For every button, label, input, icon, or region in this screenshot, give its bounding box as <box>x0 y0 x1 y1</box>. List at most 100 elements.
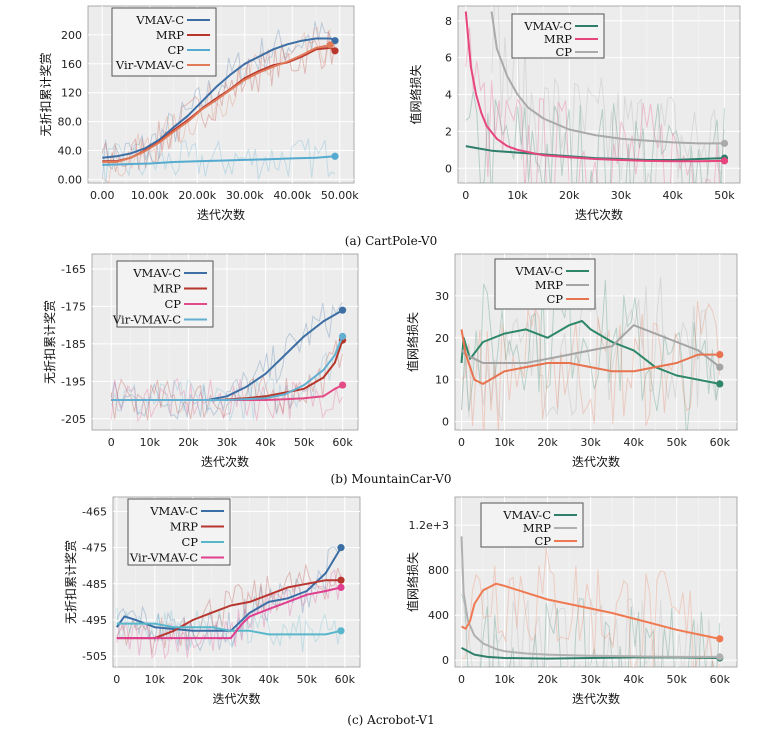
series-endpoint-vmav-c <box>716 380 724 388</box>
x-tick-label: 10k <box>494 436 515 449</box>
caption-b: (b) MountainCar-V0 <box>331 472 452 486</box>
x-tick-label: 10k <box>140 436 161 449</box>
x-tick-label: 40.00k <box>273 189 311 202</box>
noise-trace <box>110 378 344 423</box>
plot-layer <box>460 536 724 667</box>
series-line-mrp <box>464 11 725 163</box>
y-tick-label: -175 <box>61 300 86 313</box>
y-tick-label: 10 <box>435 374 449 387</box>
series-endpoint-vmav-c <box>338 306 347 314</box>
x-tick-label: 50k <box>714 189 735 202</box>
x-tick-label: 40k <box>623 673 644 686</box>
legend-label-vir-vmav-c: Vir-VMAV-C <box>112 313 181 327</box>
legend-label-vmav-c: VMAV-C <box>502 508 551 522</box>
series-line-vmav-c <box>460 320 720 385</box>
noise-trace <box>101 138 336 183</box>
chart-panel-4: 0 10k 20k 30k 40k 50k 60k -465 -475 -485 -495 -505 迭… <box>63 496 361 706</box>
series-line-cp <box>111 384 344 401</box>
caption-a: (a) CartPole-V0 <box>345 234 437 248</box>
series-line-cp <box>102 155 336 166</box>
y-axis-label: 值网络损失 <box>405 312 420 372</box>
x-tick-label: 10k <box>494 673 515 686</box>
x-tick-label: 10k <box>145 673 166 686</box>
y-tick-label: -495 <box>82 614 107 627</box>
x-axis-label: 迭代次数 <box>201 454 249 469</box>
y-tick-label: 6 <box>445 52 452 65</box>
legend-label-mrp: MRP <box>153 282 181 296</box>
y-tick-label: -485 <box>82 578 107 591</box>
x-tick-label: 20k <box>178 436 199 449</box>
series-line-vir-vmav-c <box>116 586 342 640</box>
y-tick-label: 0 <box>445 162 452 175</box>
legend-label-cp: CP <box>167 43 184 57</box>
y-tick-label: 8 <box>445 15 452 28</box>
series-endpoint-mrp <box>720 157 729 165</box>
caption-c: (c) Acrobot-V1 <box>347 713 434 727</box>
y-tick-label: 200 <box>61 29 82 42</box>
noise-trace <box>461 548 721 667</box>
x-tick-label: 50.00k <box>321 189 359 202</box>
x-tick-label: 20k <box>537 436 558 449</box>
y-tick-label: 0 <box>442 416 449 429</box>
legend-label-mrp: MRP <box>170 520 198 534</box>
y-axis-label: 值网络损失 <box>405 552 420 612</box>
legend-label-vmav-c: VMAV-C <box>135 13 184 27</box>
y-tick-label: 40.0 <box>58 144 83 157</box>
series-line-vmav-c <box>115 547 342 632</box>
series-endpoint-mrp <box>716 653 724 661</box>
series-endpoint-vir-vmav-c <box>337 583 345 592</box>
series-line-mrp <box>116 579 341 640</box>
x-tick-label: 10.00k <box>131 189 169 202</box>
legend-label-vmav-c: VMAV-C <box>132 266 181 280</box>
legend-box <box>480 502 584 548</box>
y-tick-label: -475 <box>82 542 107 555</box>
chart-panel-3: 0 10k 20k 30k 40k 50k 60k 0 10 20 30 迭代次数 值网络损失 VMAV-… <box>405 253 738 469</box>
series-endpoint-mrp <box>716 363 724 371</box>
plot-layer <box>464 6 729 183</box>
chart-panels: 0.00 10.00k 20.00k 30.00k 40.00k 50.00k0.0040… <box>38 5 741 706</box>
y-tick-label: -465 <box>82 505 107 518</box>
plot-layer <box>115 543 345 660</box>
y-tick-label: -185 <box>61 338 86 351</box>
y-tick-label: 4 <box>445 89 452 102</box>
series-endpoint-cp <box>338 381 347 389</box>
y-tick-label: 20 <box>435 332 449 345</box>
legend-label-mrp: MRP <box>523 521 551 535</box>
x-tick-label: 40k <box>259 673 280 686</box>
x-tick-label: 30.00k <box>226 189 264 202</box>
series-line-cp <box>490 11 725 145</box>
series-endpoint-vmav-c <box>337 544 345 552</box>
x-tick-label: 20k <box>559 189 580 202</box>
x-axis-label: 迭代次数 <box>572 691 620 706</box>
series-endpoint-cp <box>331 152 339 160</box>
series-endpoint-mrp <box>331 47 339 55</box>
legend-label-cp: CP <box>546 292 563 306</box>
x-axis-label: 迭代次数 <box>575 207 623 222</box>
legend-label-mrp: MRP <box>156 28 184 42</box>
x-axis-label: 迭代次数 <box>572 454 620 469</box>
y-tick-label: 160 <box>61 58 82 71</box>
x-tick-label: 0.00 <box>90 189 115 202</box>
y-tick-label: -165 <box>61 263 86 276</box>
series-line-cp <box>461 582 721 640</box>
x-tick-label: 30k <box>221 673 242 686</box>
y-tick-label: 0 <box>442 654 449 667</box>
chart-panel-5: 0 10k 20k 30k 40k 50k 60k 0 400 800 1.2e+3 迭代次数 值网络损… <box>405 496 738 706</box>
legend-label-cp: CP <box>181 535 198 549</box>
x-axis-label: 迭代次数 <box>197 207 245 222</box>
series-endpoint-vir-vmav-c <box>326 41 334 49</box>
series-line-vir-vmav-c <box>111 336 344 401</box>
x-tick-label: 30k <box>611 189 632 202</box>
plot-layer <box>101 21 339 183</box>
y-tick-label: 800 <box>428 564 449 577</box>
series-endpoint-vmav-c <box>331 37 339 45</box>
noise-trace <box>110 340 344 421</box>
series-endpoint-cp <box>716 635 724 643</box>
x-tick-label: 30k <box>217 436 238 449</box>
y-axis-label: 值网络损失 <box>408 64 423 124</box>
noise-trace <box>101 21 336 180</box>
